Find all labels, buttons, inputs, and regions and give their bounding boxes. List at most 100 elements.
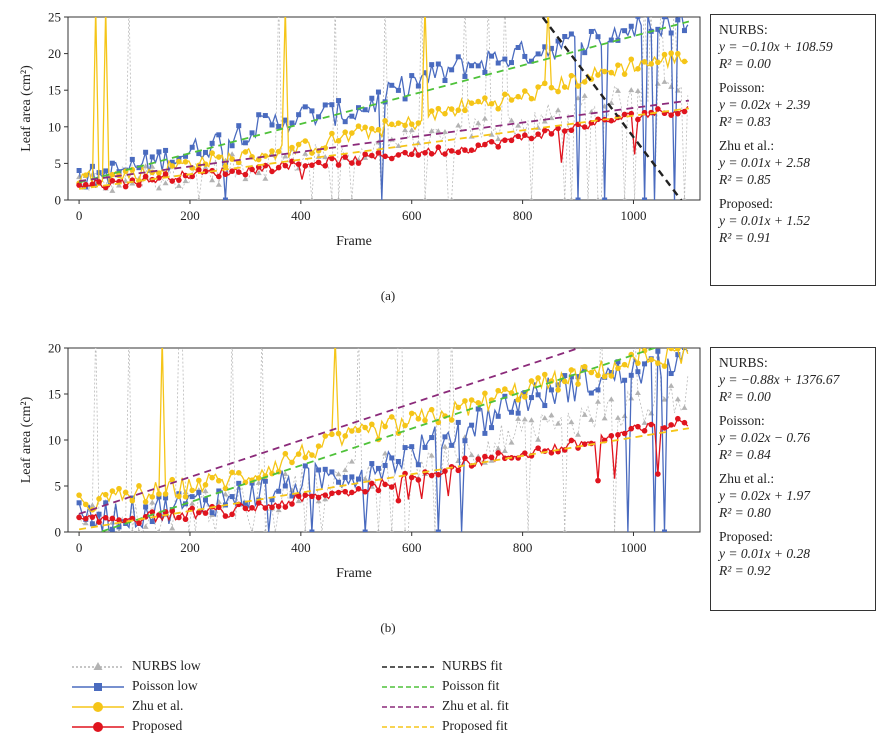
data-point [615,62,621,68]
y-tick-label: 25 [48,10,61,25]
data-point [608,370,614,376]
data-point [568,374,574,380]
data-point [149,154,155,160]
data-point [488,100,495,107]
data-point [428,151,435,157]
equation-eq: y = 0.02x + 1.97 [719,488,810,503]
legend-label: Poisson fit [442,678,500,693]
data-point [635,423,641,430]
equation-name: Poisson: [719,80,765,95]
y-tick-label: 5 [55,156,62,171]
data-point [608,396,615,402]
data-point [575,381,581,387]
data-point [495,144,502,150]
data-point [236,480,242,486]
data-point [655,59,661,66]
data-point [209,150,215,156]
data-point [109,160,115,166]
data-point [675,415,681,422]
chart-panel-b: 0 200 400 600 800 1000 0 5 10 15 20 Frame Leaf area … [19,341,701,635]
data-point [342,488,348,495]
data-point [462,398,468,404]
data-point [535,392,541,398]
data-point [255,475,262,481]
data-point [82,515,89,522]
data-point [502,137,508,144]
data-point [369,95,375,101]
data-point [315,159,322,166]
data-point [388,484,395,490]
data-point [635,360,641,366]
data-point [82,501,89,508]
series-zhu-et-al- [76,17,688,188]
data-point [535,445,541,451]
data-point [541,80,548,87]
fit-line-nurbs-fit [540,17,683,200]
data-point [409,444,415,450]
legend-label: NURBS fit [442,658,503,673]
data-point [335,430,342,437]
data-point [441,128,448,134]
data-point [169,508,176,514]
data-point [235,470,242,476]
data-point [189,505,195,512]
data-point [475,63,481,69]
data-point [668,50,674,57]
data-point [423,197,427,200]
data-point [196,489,202,495]
equation-eq: y = 0.01x + 0.28 [719,546,810,561]
data-point [202,149,208,155]
data-point [403,529,407,532]
equation-r2: R² = 0.84 [719,447,771,462]
data-point [681,348,687,351]
data-point [275,503,282,510]
data-point [269,504,275,511]
data-point [336,197,341,200]
data-point [269,497,275,503]
data-point [202,497,208,503]
data-point [508,97,515,103]
x-tick-label: 0 [76,208,83,223]
data-point [182,178,189,184]
chart-panel-a: 0 200 400 600 800 1000 0 5 10 15 20 25 Frame Leaf are… [19,0,701,303]
data-point [382,0,388,1]
legend-marker [93,702,103,712]
data-point [362,124,368,131]
data-point [376,529,381,532]
data-point [242,500,248,506]
data-point [342,474,348,480]
data-point [435,529,441,532]
data-point [568,367,575,373]
data-point [349,474,355,480]
data-point [329,155,335,162]
data-point [163,495,169,501]
data-point [316,114,322,120]
data-point [222,171,229,178]
legend-swatch [72,683,124,691]
equation-group: NURBS: y = −0.88x + 1376.67 R² = 0.00 [719,354,867,405]
data-point [455,458,462,464]
data-point [355,123,362,129]
data-point [289,501,295,507]
data-point [375,126,382,133]
equation-name: Zhu et al.: [719,138,775,153]
data-point [575,431,582,437]
data-point [449,442,455,448]
equation-eq: y = 0.01x + 1.52 [719,213,810,228]
data-point [541,118,548,124]
data-point [262,113,268,119]
data-point [515,122,522,128]
equation-group: Zhu et al.: y = 0.02x + 1.97 R² = 0.80 [719,470,867,521]
equation-r2: R² = 0.80 [719,505,771,520]
data-point [369,480,375,487]
data-point [542,44,548,50]
data-point [82,520,89,526]
data-point [622,377,628,383]
data-point [528,58,534,64]
data-point [614,414,621,420]
data-point [229,469,235,476]
data-point [628,23,634,29]
data-point [482,95,488,101]
data-point [648,61,655,67]
data-point [102,491,109,498]
